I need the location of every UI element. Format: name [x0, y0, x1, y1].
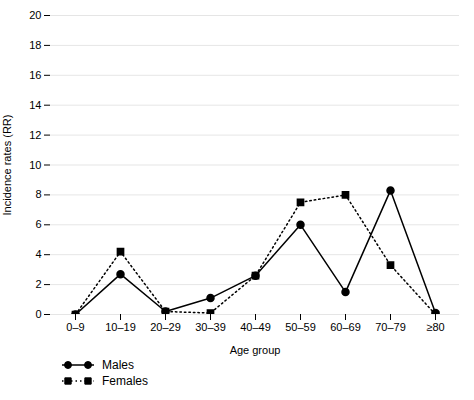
svg-text:10–19: 10–19	[105, 321, 136, 333]
svg-text:≥80: ≥80	[426, 321, 444, 333]
svg-text:70–79: 70–79	[375, 321, 406, 333]
svg-text:16: 16	[29, 69, 41, 81]
svg-text:50–59: 50–59	[285, 321, 316, 333]
svg-text:14: 14	[29, 99, 41, 111]
svg-text:8: 8	[35, 188, 41, 200]
svg-text:20: 20	[29, 9, 41, 21]
svg-text:0–9: 0–9	[66, 321, 84, 333]
svg-text:60–69: 60–69	[330, 321, 361, 333]
svg-text:2: 2	[35, 278, 41, 290]
svg-text:Age group: Age group	[230, 344, 281, 356]
svg-text:30–39: 30–39	[195, 321, 226, 333]
html-text:Males: Males	[102, 358, 134, 372]
svg-text:6: 6	[35, 218, 41, 230]
svg-text:20–29: 20–29	[150, 321, 181, 333]
svg-text:10: 10	[29, 159, 41, 171]
svg-text:18: 18	[29, 39, 41, 51]
svg-text:40–49: 40–49	[240, 321, 271, 333]
svg-text:4: 4	[35, 248, 41, 260]
svg-text:0: 0	[35, 308, 41, 320]
html-text:Females: Females	[102, 374, 148, 388]
svg-text:12: 12	[29, 129, 41, 141]
svg-text:Incidence rates (RR): Incidence rates (RR)	[1, 115, 13, 216]
